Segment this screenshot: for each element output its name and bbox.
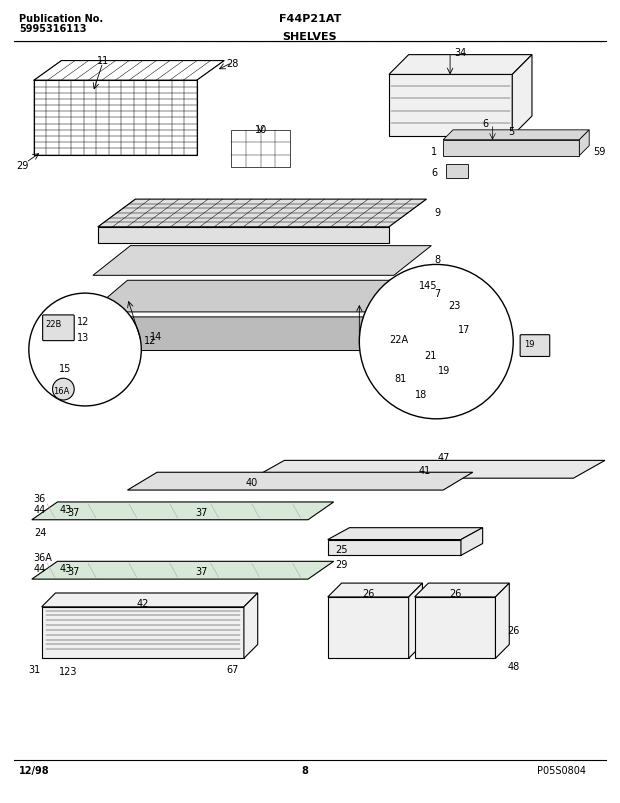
Text: 47: 47 <box>438 453 450 463</box>
Text: 44: 44 <box>33 564 46 573</box>
Text: 16A: 16A <box>53 387 70 396</box>
Text: 37: 37 <box>68 567 80 577</box>
Text: 81: 81 <box>395 374 407 384</box>
Text: 6: 6 <box>432 169 438 178</box>
Text: 36A: 36A <box>33 552 53 563</box>
Polygon shape <box>98 227 389 243</box>
Text: 10: 10 <box>255 124 267 135</box>
Text: 43: 43 <box>60 564 72 573</box>
Text: 22B: 22B <box>46 320 62 328</box>
Text: 123: 123 <box>60 666 78 676</box>
Polygon shape <box>409 583 422 658</box>
Polygon shape <box>389 75 512 137</box>
Polygon shape <box>32 503 334 520</box>
Text: 40: 40 <box>246 478 258 487</box>
Polygon shape <box>42 607 244 658</box>
Text: Publication No.: Publication No. <box>19 14 103 24</box>
Text: P05S0804: P05S0804 <box>538 765 587 775</box>
Text: 18: 18 <box>415 389 427 400</box>
Polygon shape <box>328 528 482 540</box>
Text: 43: 43 <box>60 504 72 514</box>
Text: 41: 41 <box>418 466 431 475</box>
Text: 12: 12 <box>77 316 89 327</box>
Polygon shape <box>90 281 434 312</box>
Text: 17: 17 <box>458 324 471 334</box>
Text: 29: 29 <box>335 560 348 569</box>
Text: 7: 7 <box>434 289 441 299</box>
Polygon shape <box>328 597 409 658</box>
Text: 37: 37 <box>68 507 80 517</box>
Text: 14: 14 <box>150 332 162 341</box>
Polygon shape <box>253 461 605 479</box>
Text: 37: 37 <box>195 567 208 577</box>
Text: 1: 1 <box>432 146 438 157</box>
Text: 6: 6 <box>482 119 489 128</box>
Bar <box>446 165 468 179</box>
Text: 34: 34 <box>454 47 466 58</box>
Text: 48: 48 <box>507 662 520 671</box>
Polygon shape <box>128 473 473 491</box>
Text: 26: 26 <box>507 625 520 635</box>
Polygon shape <box>328 540 461 556</box>
Text: 26: 26 <box>449 589 461 598</box>
Polygon shape <box>93 247 432 276</box>
Text: 42: 42 <box>136 598 148 608</box>
Text: 9: 9 <box>434 208 440 218</box>
Polygon shape <box>328 583 422 597</box>
Polygon shape <box>443 131 589 141</box>
Text: 23: 23 <box>448 300 461 311</box>
Polygon shape <box>86 317 438 351</box>
Text: 12: 12 <box>144 336 157 345</box>
Text: 145: 145 <box>418 281 437 291</box>
FancyBboxPatch shape <box>520 336 550 357</box>
Polygon shape <box>32 561 334 580</box>
Text: 29: 29 <box>16 161 29 170</box>
Text: 28: 28 <box>226 59 239 68</box>
Polygon shape <box>389 55 532 75</box>
Text: 24: 24 <box>33 527 46 537</box>
Text: 37: 37 <box>195 507 208 517</box>
Text: 21: 21 <box>425 350 437 360</box>
Text: 25: 25 <box>335 544 348 555</box>
Text: 8: 8 <box>301 765 309 775</box>
Text: 44: 44 <box>33 504 46 514</box>
Circle shape <box>53 379 74 401</box>
Polygon shape <box>415 583 509 597</box>
Polygon shape <box>512 55 532 137</box>
Polygon shape <box>98 200 427 227</box>
Text: 67: 67 <box>226 664 239 675</box>
Text: F44P21AT: F44P21AT <box>279 14 341 24</box>
Polygon shape <box>579 131 589 157</box>
Circle shape <box>29 294 141 406</box>
Text: 31: 31 <box>28 664 40 675</box>
Polygon shape <box>495 583 509 658</box>
Text: 12/98: 12/98 <box>19 765 50 775</box>
FancyBboxPatch shape <box>43 316 74 341</box>
Text: 5: 5 <box>508 127 515 137</box>
Circle shape <box>360 265 513 419</box>
Text: 59: 59 <box>593 146 606 157</box>
Text: 36: 36 <box>33 493 46 503</box>
Text: 5995316113: 5995316113 <box>19 24 86 34</box>
Polygon shape <box>461 528 482 556</box>
Text: 15: 15 <box>60 364 72 374</box>
Polygon shape <box>42 593 258 607</box>
Text: SHELVES: SHELVES <box>283 32 337 42</box>
Polygon shape <box>244 593 258 658</box>
Text: 8: 8 <box>434 255 440 264</box>
Text: 26: 26 <box>362 589 374 598</box>
Text: 19: 19 <box>438 366 451 376</box>
Bar <box>231 131 290 169</box>
Text: 19: 19 <box>524 339 534 349</box>
Polygon shape <box>415 597 495 658</box>
Polygon shape <box>443 141 579 157</box>
Text: 11: 11 <box>97 55 109 66</box>
Text: 13: 13 <box>77 332 89 342</box>
Text: 22A: 22A <box>389 334 408 344</box>
